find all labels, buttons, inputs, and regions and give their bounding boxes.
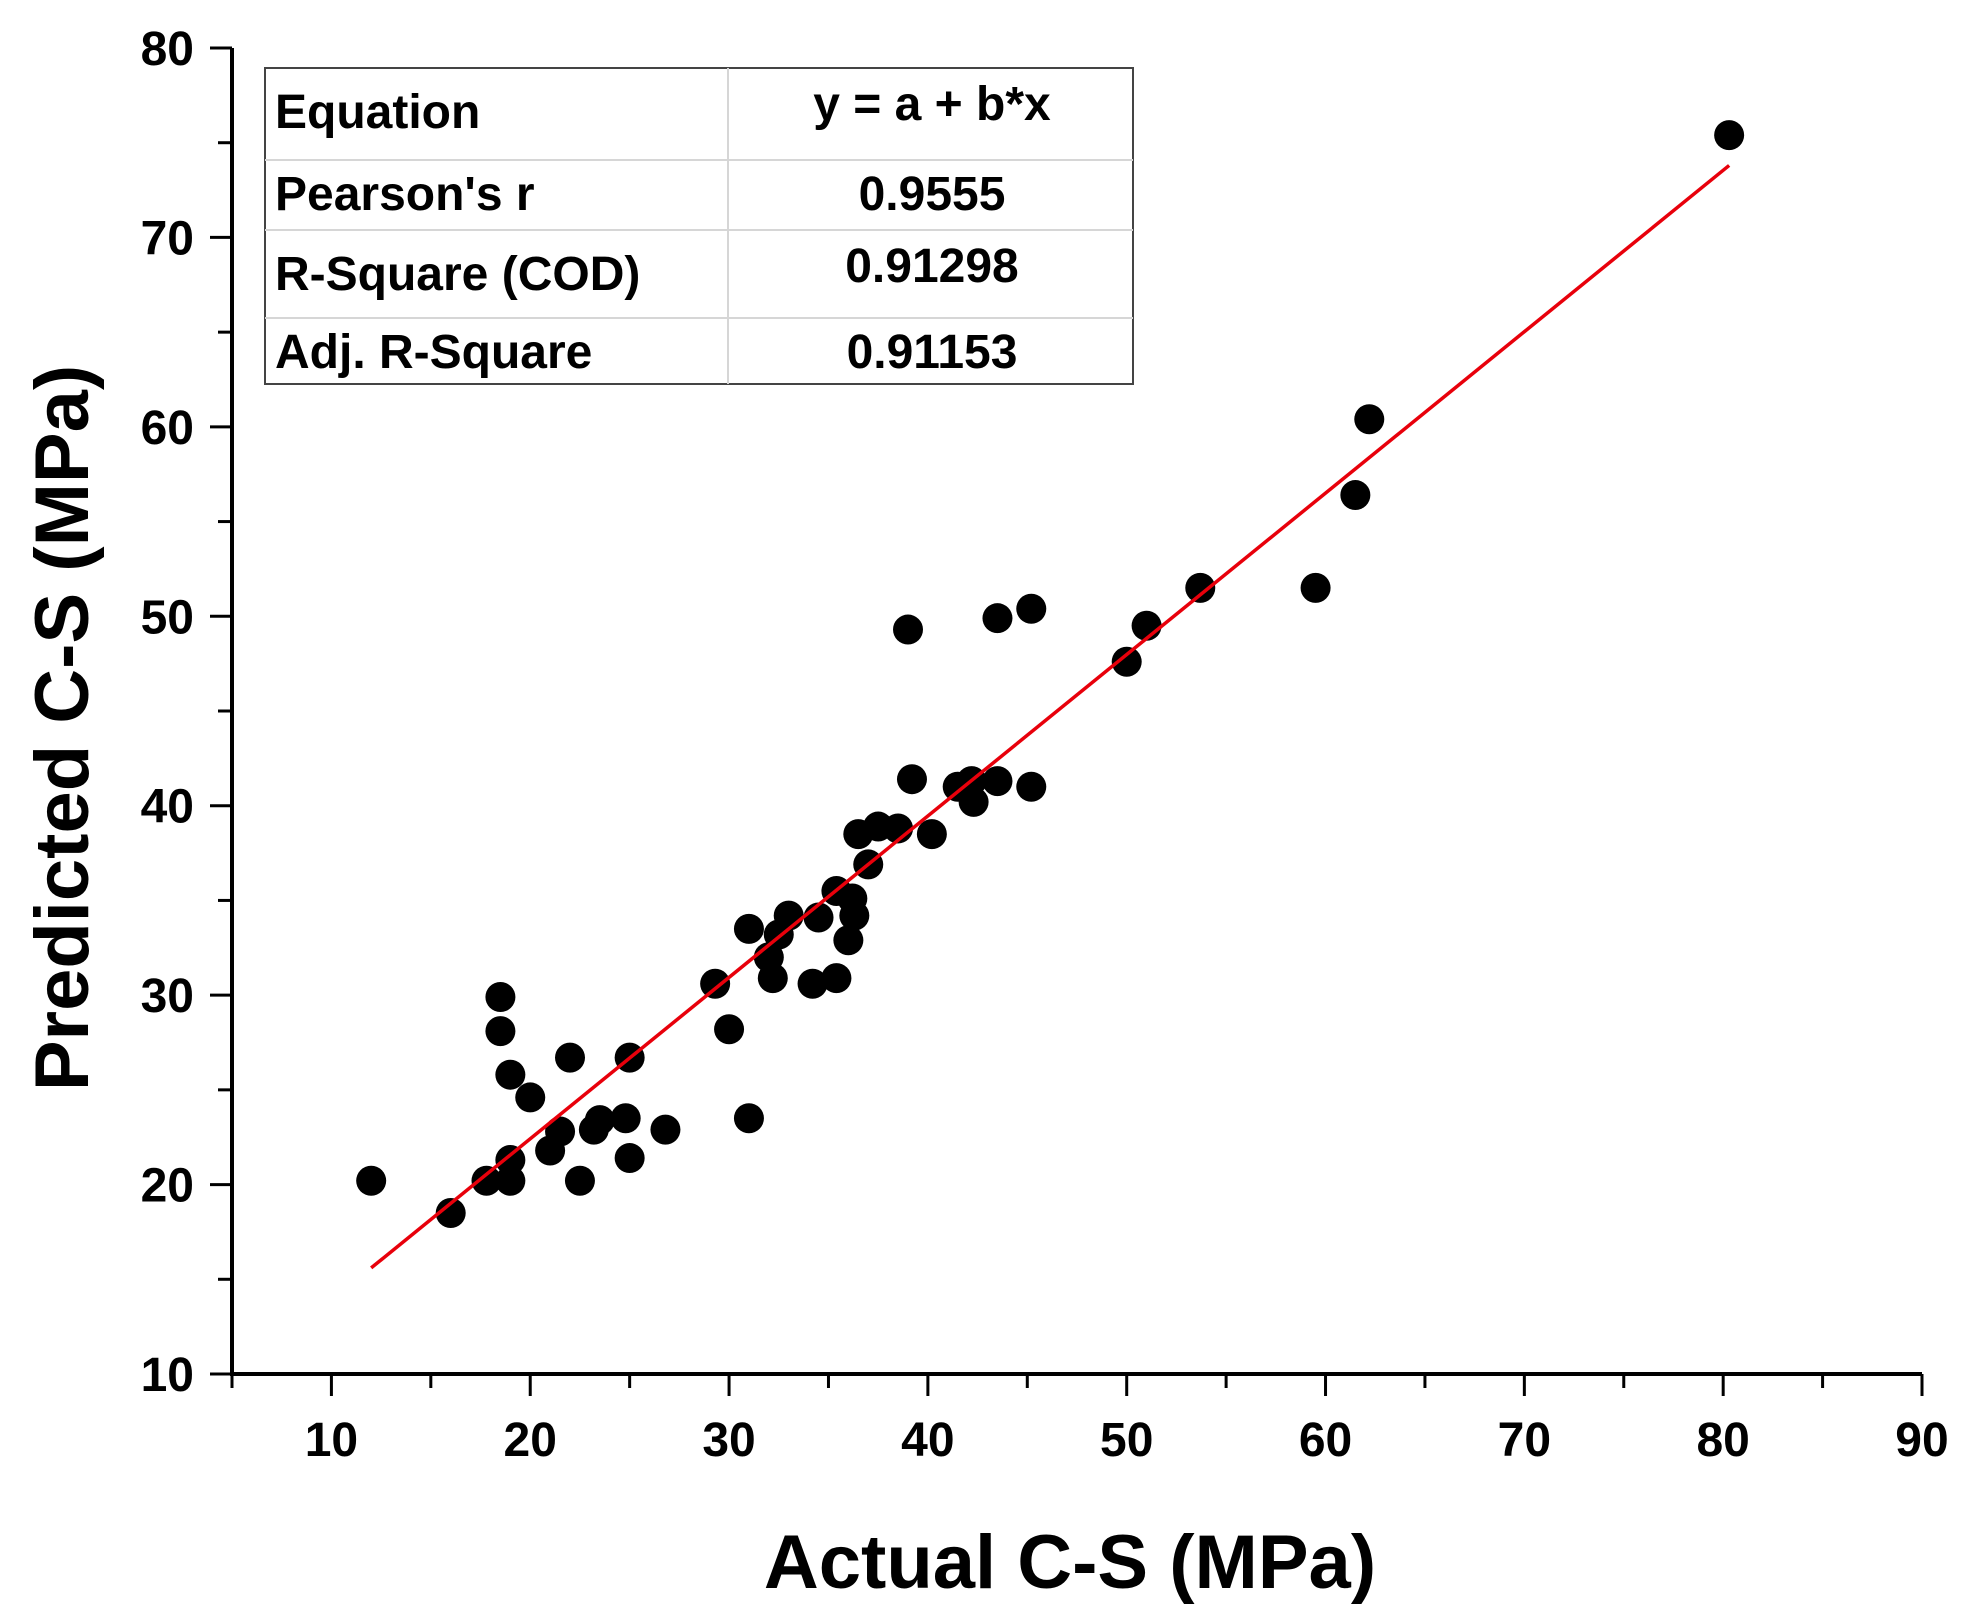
data-point bbox=[714, 1014, 745, 1045]
y-axis-title: Predicted C-S (MPa) bbox=[20, 365, 105, 1091]
y-tick-label: 60 bbox=[141, 402, 194, 455]
y-tick-label: 10 bbox=[141, 1349, 194, 1402]
data-point bbox=[1300, 572, 1331, 603]
data-point bbox=[650, 1114, 681, 1145]
data-point bbox=[356, 1165, 387, 1196]
data-point bbox=[495, 1165, 526, 1196]
data-point bbox=[1111, 646, 1142, 677]
data-point bbox=[893, 614, 923, 645]
x-tick-label: 10 bbox=[305, 1414, 358, 1467]
y-axis-ticks: 10 20 30 40 50 60 70 80 bbox=[141, 23, 232, 1402]
data-point bbox=[485, 1016, 516, 1047]
fit-line bbox=[370, 164, 1731, 1270]
data-point bbox=[555, 1042, 585, 1073]
axes: 10 20 30 40 50 60 70 80 90 10 20 30 40 50 60 70 80 bbox=[141, 23, 1949, 1467]
data-point bbox=[797, 968, 828, 999]
data-point bbox=[916, 819, 947, 850]
data-point bbox=[700, 968, 731, 999]
data-point bbox=[733, 1103, 764, 1134]
data-point bbox=[1354, 404, 1385, 435]
stats-value-adj-r-square: 0.91153 bbox=[847, 326, 1018, 379]
stats-table: Equation y = a + b*x Pearson's r 0.9555 … bbox=[264, 67, 1134, 385]
x-tick-label: 20 bbox=[504, 1414, 557, 1467]
data-point bbox=[614, 1143, 645, 1174]
stats-value-pearson: 0.9555 bbox=[859, 168, 1006, 221]
y-tick-label: 20 bbox=[141, 1160, 194, 1213]
stats-label-pearson: Pearson's r bbox=[275, 168, 535, 221]
data-point bbox=[1185, 572, 1216, 603]
fit-line-layer bbox=[370, 164, 1731, 1270]
y-tick-label: 70 bbox=[141, 212, 194, 265]
x-tick-label: 70 bbox=[1498, 1414, 1551, 1467]
data-point bbox=[833, 925, 864, 956]
y-tick-label: 40 bbox=[141, 781, 194, 834]
y-tick-label: 30 bbox=[141, 970, 194, 1023]
data-point bbox=[1714, 120, 1745, 151]
data-point bbox=[733, 913, 764, 944]
data-point bbox=[821, 963, 852, 994]
data-point bbox=[485, 982, 516, 1013]
x-tick-label: 40 bbox=[901, 1414, 954, 1467]
data-point bbox=[584, 1105, 615, 1136]
x-axis-ticks: 10 20 30 40 50 60 70 80 90 bbox=[230, 1374, 1949, 1467]
x-tick-label: 30 bbox=[702, 1414, 755, 1467]
y-tick-label: 50 bbox=[141, 591, 194, 644]
data-point bbox=[958, 786, 989, 817]
data-point bbox=[1340, 480, 1371, 511]
stats-table-border bbox=[264, 67, 1134, 385]
data-point bbox=[515, 1082, 546, 1113]
stats-value-r-square: 0.91298 bbox=[845, 240, 1019, 293]
x-tick-label: 90 bbox=[1895, 1414, 1948, 1467]
data-point bbox=[495, 1059, 526, 1090]
data-point bbox=[545, 1116, 576, 1147]
data-point bbox=[757, 963, 788, 994]
data-point bbox=[1016, 771, 1047, 802]
data-point bbox=[1016, 593, 1047, 624]
stats-label-r-square: R-Square (COD) bbox=[275, 248, 640, 301]
data-point bbox=[564, 1165, 595, 1196]
data-point bbox=[896, 764, 927, 795]
data-point bbox=[839, 900, 870, 931]
data-point bbox=[610, 1103, 641, 1134]
data-point bbox=[773, 900, 804, 931]
data-point bbox=[495, 1144, 526, 1175]
data-point bbox=[982, 766, 1013, 797]
stats-value-equation: y = a + b*x bbox=[813, 78, 1051, 131]
x-tick-label: 60 bbox=[1299, 1414, 1352, 1467]
data-point bbox=[435, 1197, 466, 1228]
x-tick-label: 80 bbox=[1696, 1414, 1749, 1467]
y-tick-label: 80 bbox=[141, 23, 194, 76]
stats-label-adj-r-square: Adj. R-Square bbox=[275, 326, 592, 379]
data-point bbox=[471, 1165, 502, 1196]
stats-label-equation: Equation bbox=[275, 86, 480, 139]
x-tick-label: 50 bbox=[1100, 1414, 1153, 1467]
data-point bbox=[982, 603, 1013, 634]
x-axis-title: Actual C-S (MPa) bbox=[764, 1520, 1376, 1605]
